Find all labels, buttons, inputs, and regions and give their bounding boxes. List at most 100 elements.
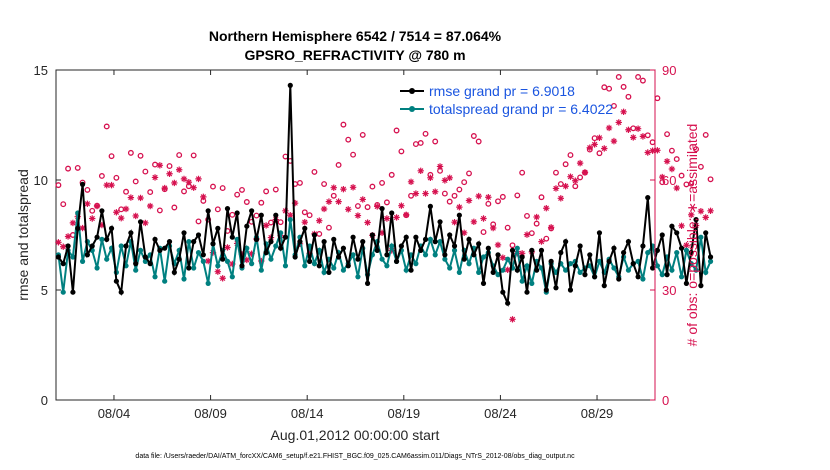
rmse-point <box>181 230 187 236</box>
spread-point <box>94 265 100 271</box>
rmse-point <box>509 247 516 253</box>
spread-point <box>350 252 356 258</box>
assimilated-point <box>393 214 400 221</box>
rmse-point <box>703 230 709 236</box>
possible-point <box>301 209 308 216</box>
rmse-point <box>529 247 535 253</box>
possible-point <box>369 183 376 190</box>
rmse-point <box>505 300 511 306</box>
assimilated-point <box>494 241 502 249</box>
spread-point <box>200 258 206 264</box>
assimilated-point <box>422 190 429 197</box>
rmse-point <box>287 82 293 88</box>
possible-point <box>306 212 313 219</box>
assimilated-point <box>320 205 328 213</box>
assimilated-point <box>122 205 130 213</box>
possible-point <box>123 188 129 195</box>
spread-point <box>229 274 235 280</box>
assimilated-point <box>683 242 690 249</box>
spread-point <box>674 250 680 256</box>
possible-point <box>345 136 352 143</box>
possible-point <box>229 211 236 218</box>
rmse-point <box>664 272 670 278</box>
y-tick-label-left: 0 <box>41 393 48 408</box>
assimilated-point <box>615 119 622 126</box>
assimilated-point <box>620 108 627 115</box>
spread-point <box>654 263 661 269</box>
rmse-point <box>461 256 467 262</box>
rmse-point <box>60 261 66 267</box>
possible-point <box>89 207 96 214</box>
spread-point <box>645 250 651 256</box>
assimilated-point <box>171 179 178 187</box>
rmse-point <box>137 219 144 225</box>
rmse-point <box>186 265 192 271</box>
assimilated-point <box>258 257 265 265</box>
x-tick-label: 08/24 <box>484 406 517 421</box>
assimilated-point <box>654 147 661 154</box>
rmse-point <box>707 254 714 260</box>
assimilated-point <box>137 194 144 202</box>
assimilated-point <box>127 194 135 201</box>
assimilated-point <box>480 215 487 222</box>
spread-point <box>447 265 453 271</box>
spread-point <box>683 247 689 253</box>
spread-point <box>505 256 511 262</box>
spread-point <box>437 239 443 245</box>
rmse-point <box>224 206 231 212</box>
spread-point <box>331 265 337 271</box>
spread-point <box>466 261 472 267</box>
possible-point <box>654 95 661 102</box>
possible-point <box>528 230 535 237</box>
rmse-point <box>427 203 433 209</box>
spread-point <box>698 234 704 240</box>
spread-point <box>215 263 221 269</box>
spread-point <box>273 243 279 249</box>
assimilated-point <box>398 202 405 209</box>
spread-point <box>205 280 211 286</box>
possible-point <box>485 200 492 207</box>
assimilated-point <box>601 145 608 152</box>
rmse-point <box>133 261 139 267</box>
possible-point <box>379 179 386 186</box>
legend-rmse-label: rmse grand pr = 6.9018 <box>429 83 575 99</box>
rmse-point <box>683 280 689 286</box>
rmse-point <box>408 267 414 273</box>
assimilated-point <box>485 194 492 201</box>
spread-point <box>413 261 419 267</box>
rmse-point <box>311 232 318 238</box>
rmse-point <box>678 245 685 251</box>
assimilated-point <box>354 212 362 219</box>
y-tick-label-right: 0 <box>662 393 669 408</box>
spread-point <box>625 267 632 273</box>
possible-point <box>55 182 62 189</box>
axis-layer: 08/04 08/09 08/14 08/19 08/24 08/29 0 5 10 15 0 30 6… <box>34 63 677 421</box>
spread-point <box>302 263 308 269</box>
possible-point <box>644 132 651 139</box>
possible-point <box>325 224 332 231</box>
spread-point <box>195 250 202 256</box>
possible-point <box>639 77 646 84</box>
rmse-point <box>490 269 496 275</box>
rmse-point <box>524 289 530 295</box>
spread-point <box>529 280 535 286</box>
rmse-point <box>94 234 100 240</box>
assimilated-point <box>427 174 434 181</box>
spread-point <box>640 276 646 282</box>
assimilated-point <box>547 224 555 231</box>
footnote: data file: /Users/raeder/DAI/ATM_forcXX/… <box>135 453 575 460</box>
assimilated-point <box>55 239 62 246</box>
assimilated-point <box>436 163 444 170</box>
rmse-point <box>147 261 153 267</box>
x-tick-label: 08/29 <box>581 406 614 421</box>
possible-point <box>350 151 357 158</box>
spread-point <box>500 267 506 273</box>
rmse-point <box>437 219 443 225</box>
rmse-point <box>485 245 491 251</box>
assimilated-point <box>441 177 449 184</box>
spread-point <box>60 289 66 295</box>
assimilated-point <box>509 316 516 323</box>
spread-point <box>451 247 458 253</box>
assimilated-point <box>639 133 647 140</box>
assimilated-point <box>576 159 584 167</box>
